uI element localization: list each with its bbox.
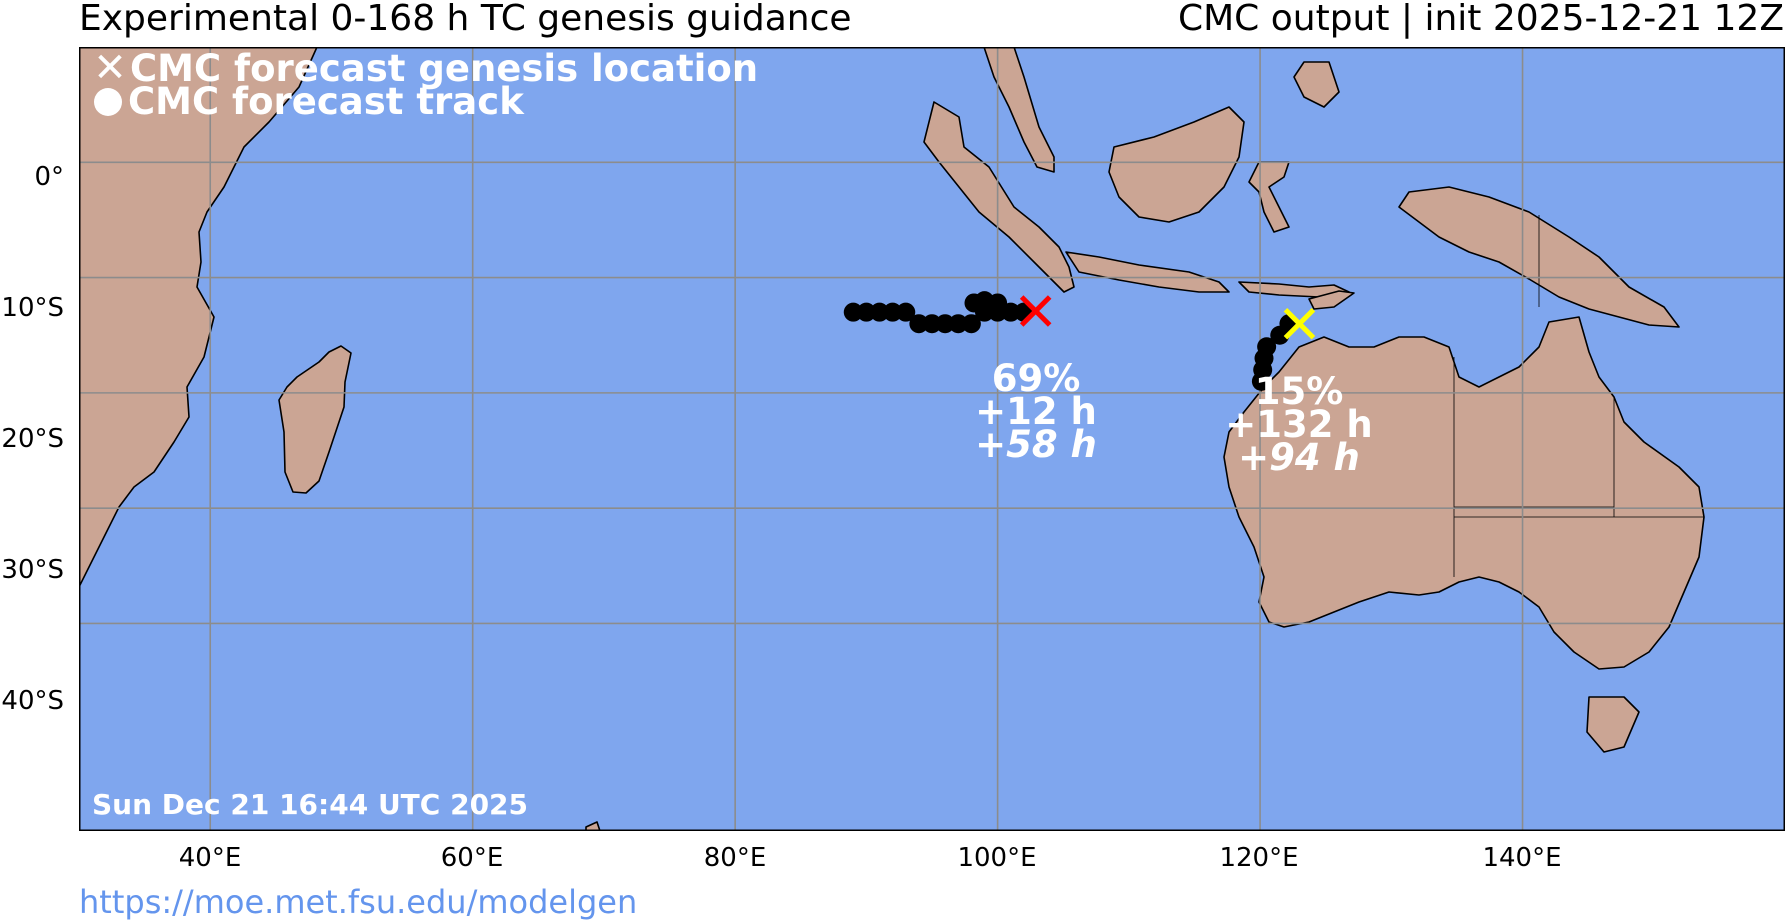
track-point (988, 302, 1008, 322)
political-borders (1453, 215, 1704, 577)
track-point (883, 302, 903, 322)
legend-track-label: CMC forecast track (128, 80, 524, 123)
lon-label-120e: 120°E (1219, 843, 1299, 873)
map-border (79, 47, 1785, 831)
system-1-probability: 69% (991, 357, 1081, 400)
track-point (896, 302, 916, 322)
graticule (79, 47, 1785, 831)
track-point (1251, 371, 1271, 391)
genesis-x-stroke (1283, 307, 1316, 340)
system-1-annotation: 69% +12 h +58 h (975, 357, 1097, 466)
track-point (856, 302, 876, 322)
source-url-link[interactable]: https://moe.met.fsu.edu/modelgen (79, 883, 638, 921)
system-1-duration: +58 h (975, 423, 1097, 466)
track-point (1270, 325, 1290, 345)
track-point (974, 302, 994, 322)
system-1-genesis-time: +12 h (975, 390, 1097, 433)
lon-label-40e: 40°E (178, 843, 242, 873)
legend-genesis-row: ✕ CMC forecast genesis location (90, 45, 759, 91)
legend-genesis-label: CMC forecast genesis location (130, 47, 759, 90)
lat-label-0: 0° (34, 162, 64, 192)
map-subtitle: CMC output | init 2025-12-21 12Z (1177, 0, 1784, 39)
lat-label-20s: 20°S (1, 424, 64, 454)
australia-state-borders (1453, 357, 1704, 577)
lon-label-60e: 60°E (440, 843, 504, 873)
lon-label-100e: 100°E (957, 843, 1037, 873)
track-point (1001, 302, 1021, 322)
system-2-genesis-time: +132 h (1225, 403, 1373, 446)
system-2-probability: 15% (1254, 370, 1344, 413)
genesis-markers (1019, 295, 1316, 340)
lon-label-140e: 140°E (1482, 843, 1562, 873)
map-canvas (79, 47, 1785, 831)
system-2-duration: +94 h (1238, 436, 1360, 479)
lat-label-30s: 30°S (1, 555, 64, 585)
legend-track-row: CMC forecast track (90, 80, 758, 123)
track-point (843, 302, 863, 322)
track-dot-icon (94, 87, 122, 116)
track-point (870, 302, 890, 322)
borneo-landmass (1108, 106, 1245, 223)
genesis-marker-2 (1283, 307, 1316, 340)
track-point (922, 314, 942, 334)
madagascar-landmass (278, 345, 352, 494)
sumatra-landmass (923, 101, 1075, 293)
genesis-marker-1 (1019, 295, 1052, 327)
timor-landmass (1308, 290, 1355, 310)
legend: ✕ CMC forecast genesis location CMC fore… (90, 45, 759, 123)
track-point (948, 314, 968, 334)
africa-landmass (79, 47, 318, 588)
lat-label-40s: 40°S (1, 686, 64, 716)
genesis-x-icon: ✕ (93, 45, 127, 91)
genesis-x-stroke (1019, 295, 1052, 327)
landmasses (79, 47, 1705, 831)
lat-label-10s: 10°S (1, 293, 64, 323)
philippines-landmass (1293, 61, 1340, 108)
map-area (79, 47, 1785, 831)
track-point (961, 314, 981, 334)
timestamp: Sun Dec 21 16:44 UTC 2025 (92, 788, 529, 821)
malay-peninsula-landmass (983, 47, 1055, 173)
tasmania-landmass (1586, 696, 1640, 753)
system-2-annotation: 15% +132 h +94 h (1225, 370, 1373, 479)
map-title: Experimental 0-168 h TC genesis guidance (79, 0, 852, 39)
track-point (909, 314, 929, 334)
lon-label-80e: 80°E (703, 843, 767, 873)
sulawesi-landmass (1248, 161, 1290, 233)
australia-landmass (1223, 316, 1705, 670)
track-point (935, 314, 955, 334)
